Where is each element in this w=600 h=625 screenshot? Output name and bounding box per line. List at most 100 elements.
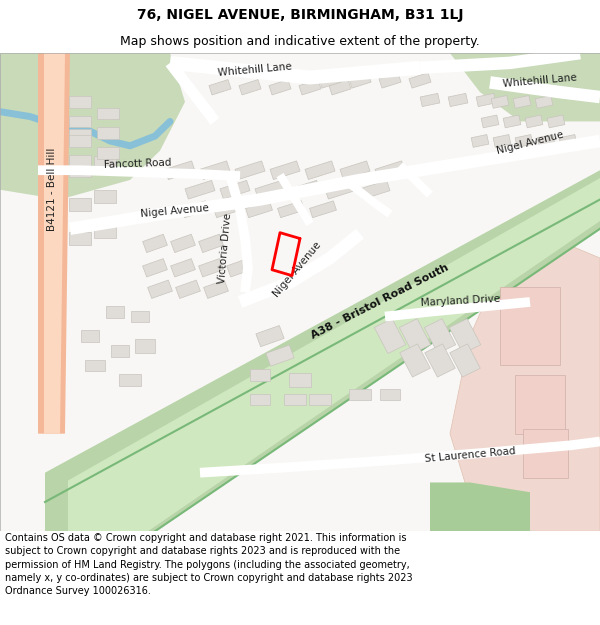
Polygon shape bbox=[559, 134, 577, 148]
Polygon shape bbox=[547, 115, 565, 128]
Polygon shape bbox=[81, 330, 99, 342]
Polygon shape bbox=[165, 161, 195, 179]
Polygon shape bbox=[176, 280, 200, 298]
Text: Nigel Avenue: Nigel Avenue bbox=[271, 240, 323, 299]
Polygon shape bbox=[503, 115, 521, 128]
Polygon shape bbox=[537, 134, 555, 148]
Polygon shape bbox=[97, 127, 119, 139]
Polygon shape bbox=[491, 96, 509, 108]
Polygon shape bbox=[523, 429, 568, 478]
Polygon shape bbox=[305, 161, 335, 179]
Polygon shape bbox=[245, 201, 272, 217]
Polygon shape bbox=[199, 234, 223, 253]
Text: Nigel Avenue: Nigel Avenue bbox=[496, 130, 565, 156]
Polygon shape bbox=[97, 147, 119, 159]
Polygon shape bbox=[256, 326, 284, 347]
Polygon shape bbox=[450, 344, 480, 377]
Polygon shape bbox=[44, 53, 65, 434]
Polygon shape bbox=[448, 93, 468, 106]
Polygon shape bbox=[182, 201, 208, 217]
Polygon shape bbox=[400, 344, 430, 377]
Polygon shape bbox=[525, 115, 543, 128]
Polygon shape bbox=[45, 170, 600, 531]
Polygon shape bbox=[329, 79, 351, 95]
Text: Nigel Avenue: Nigel Avenue bbox=[140, 203, 209, 219]
Text: St Laurence Road: St Laurence Road bbox=[424, 446, 516, 464]
Text: A38 - Bristol Road South: A38 - Bristol Road South bbox=[310, 262, 451, 341]
Polygon shape bbox=[424, 319, 456, 354]
Polygon shape bbox=[69, 96, 91, 108]
Polygon shape bbox=[227, 259, 251, 277]
Text: B4121 - Bell Hill: B4121 - Bell Hill bbox=[47, 148, 57, 231]
Polygon shape bbox=[319, 72, 341, 88]
Polygon shape bbox=[170, 234, 196, 253]
Polygon shape bbox=[199, 259, 223, 277]
Polygon shape bbox=[450, 53, 600, 121]
Polygon shape bbox=[85, 359, 105, 371]
Polygon shape bbox=[250, 394, 270, 406]
Polygon shape bbox=[143, 259, 167, 277]
Text: Fancott Road: Fancott Road bbox=[104, 158, 172, 169]
Polygon shape bbox=[374, 319, 406, 354]
Polygon shape bbox=[97, 107, 119, 119]
Polygon shape bbox=[94, 190, 116, 203]
Polygon shape bbox=[420, 93, 440, 106]
Polygon shape bbox=[340, 161, 370, 179]
Polygon shape bbox=[500, 288, 560, 366]
Polygon shape bbox=[493, 134, 511, 148]
Text: Maryland Drive: Maryland Drive bbox=[420, 294, 500, 308]
Polygon shape bbox=[38, 53, 70, 434]
Polygon shape bbox=[360, 181, 390, 199]
Polygon shape bbox=[69, 198, 91, 211]
Polygon shape bbox=[278, 201, 304, 217]
Polygon shape bbox=[380, 389, 400, 401]
Polygon shape bbox=[471, 134, 489, 148]
Polygon shape bbox=[325, 181, 355, 199]
Polygon shape bbox=[535, 96, 553, 108]
Polygon shape bbox=[209, 79, 231, 95]
Polygon shape bbox=[170, 259, 196, 277]
Polygon shape bbox=[200, 161, 230, 179]
Polygon shape bbox=[69, 154, 91, 166]
Text: Whitehill Lane: Whitehill Lane bbox=[218, 61, 292, 78]
Polygon shape bbox=[349, 72, 371, 88]
Text: Map shows position and indicative extent of the property.: Map shows position and indicative extent… bbox=[120, 35, 480, 48]
Polygon shape bbox=[111, 345, 129, 357]
Polygon shape bbox=[94, 224, 116, 238]
Polygon shape bbox=[94, 156, 116, 169]
Polygon shape bbox=[270, 161, 300, 179]
Polygon shape bbox=[68, 178, 600, 531]
Polygon shape bbox=[290, 181, 320, 199]
Polygon shape bbox=[450, 229, 600, 531]
Polygon shape bbox=[309, 394, 331, 406]
Polygon shape bbox=[310, 201, 337, 217]
Polygon shape bbox=[148, 280, 172, 298]
Polygon shape bbox=[284, 394, 306, 406]
Polygon shape bbox=[239, 79, 261, 95]
Polygon shape bbox=[106, 306, 124, 318]
Polygon shape bbox=[430, 482, 530, 531]
Polygon shape bbox=[250, 369, 270, 381]
Polygon shape bbox=[255, 181, 285, 199]
Polygon shape bbox=[131, 311, 149, 322]
Text: Victoria Drive: Victoria Drive bbox=[217, 213, 233, 284]
Text: 76, NIGEL AVENUE, BIRMINGHAM, B31 1LJ: 76, NIGEL AVENUE, BIRMINGHAM, B31 1LJ bbox=[137, 8, 463, 22]
Polygon shape bbox=[481, 115, 499, 128]
Polygon shape bbox=[269, 79, 291, 95]
Polygon shape bbox=[235, 161, 265, 179]
Polygon shape bbox=[69, 163, 91, 177]
Polygon shape bbox=[69, 135, 91, 147]
Polygon shape bbox=[69, 232, 91, 246]
Polygon shape bbox=[289, 373, 311, 387]
Polygon shape bbox=[0, 53, 185, 199]
Text: Whitehill Lane: Whitehill Lane bbox=[503, 72, 577, 89]
Polygon shape bbox=[135, 339, 155, 352]
Polygon shape bbox=[379, 72, 401, 88]
Polygon shape bbox=[513, 96, 531, 108]
Polygon shape bbox=[515, 134, 533, 148]
Polygon shape bbox=[375, 161, 405, 179]
Polygon shape bbox=[185, 181, 215, 199]
Polygon shape bbox=[69, 129, 91, 143]
Text: Contains OS data © Crown copyright and database right 2021. This information is
: Contains OS data © Crown copyright and d… bbox=[5, 533, 412, 596]
Polygon shape bbox=[476, 93, 496, 106]
